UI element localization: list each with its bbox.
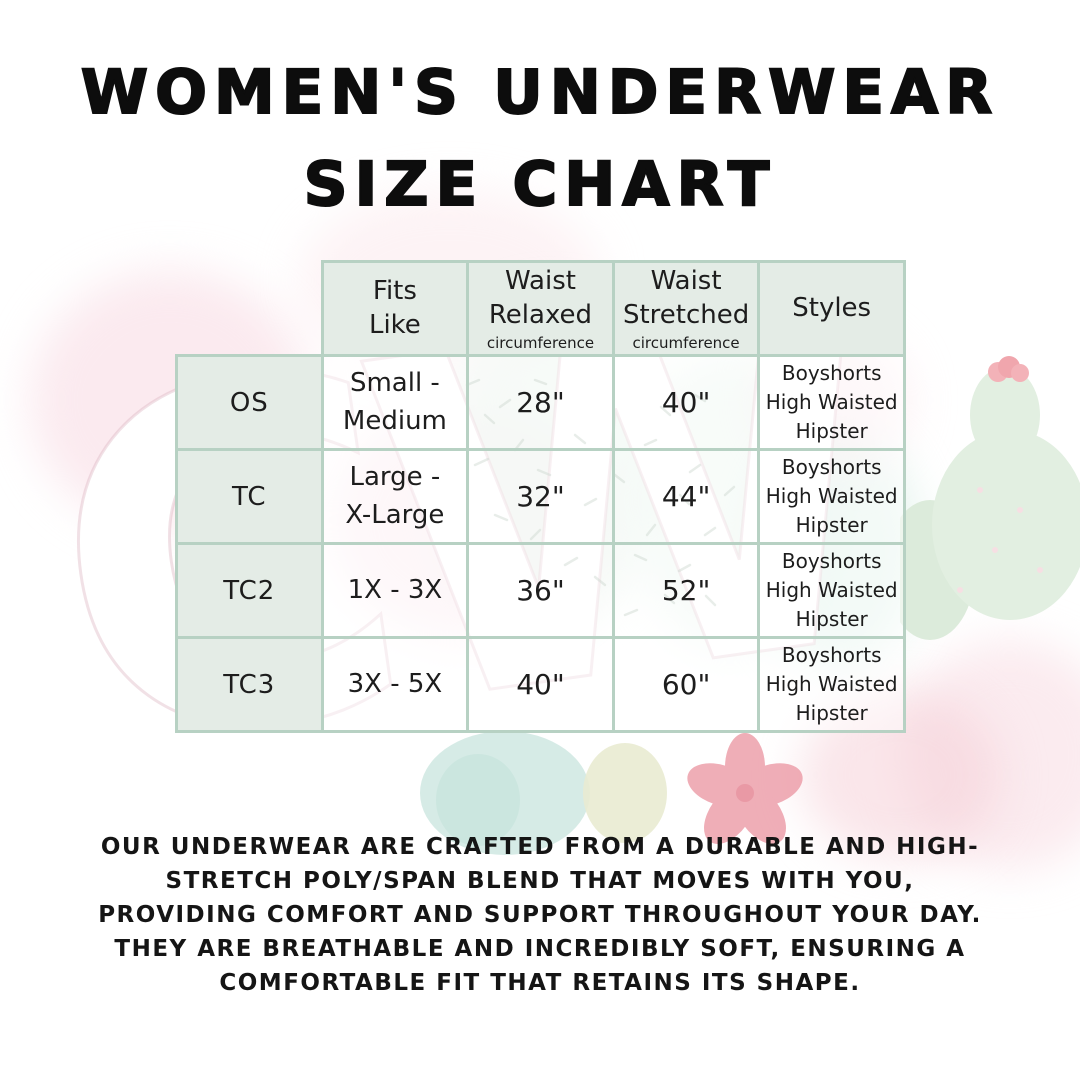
size-label: TC3 xyxy=(175,636,324,733)
description-line: PROVIDING COMFORT AND SUPPORT THROUGHOUT… xyxy=(98,902,982,928)
description-line: OUR UNDERWEAR ARE CRAFTED FROM A DURABLE… xyxy=(100,834,980,860)
header-waist-stretched: Waist Stretched circumference xyxy=(611,260,761,357)
waist-stretched-value: 44" xyxy=(611,448,761,545)
waist-relaxed-value: 28" xyxy=(466,354,615,451)
table-row-os: OS Small - Medium 28" 40" Boyshorts High… xyxy=(175,354,906,451)
fits-like-value: Large - X-Large xyxy=(320,448,470,545)
page-title-line2: SIZE CHART xyxy=(303,148,777,221)
product-description: OUR UNDERWEAR ARE CRAFTED FROM A DURABLE… xyxy=(0,830,1080,1000)
fits-like-value: 1X - 3X xyxy=(320,542,470,639)
fits-like-value: 3X - 5X xyxy=(320,636,470,733)
styles-value: Boyshorts High Waisted Hipster xyxy=(757,354,906,451)
styles-value: Boyshorts High Waisted Hipster xyxy=(757,636,906,733)
header-label: Styles xyxy=(792,292,872,323)
size-label: OS xyxy=(175,354,324,451)
description-line: STRETCH POLY/SPAN BLEND THAT MOVES WITH … xyxy=(165,868,915,894)
waist-relaxed-value: 36" xyxy=(466,542,615,639)
fits-like-value: Small - Medium xyxy=(320,354,470,451)
styles-value: Boyshorts High Waisted Hipster xyxy=(757,448,906,545)
cactus-illustration xyxy=(900,356,1080,640)
waist-stretched-value: 40" xyxy=(611,354,761,451)
header-label: Waist Relaxed xyxy=(488,266,593,331)
styles-value: Boyshorts High Waisted Hipster xyxy=(757,542,906,639)
waist-stretched-value: 60" xyxy=(611,636,761,733)
cactus-and-flower-illustration xyxy=(420,731,803,855)
page-title-line1: WOMEN'S UNDERWEAR xyxy=(80,56,1000,129)
page-title: WOMEN'S UNDERWEAR SIZE CHART xyxy=(0,47,1080,231)
header-subtext: circumference xyxy=(632,334,740,353)
description-line: COMFORTABLE FIT THAT RETAINS ITS SHAPE. xyxy=(219,970,861,996)
header-row: Fits Like Waist Relaxed circumference Wa… xyxy=(177,260,906,357)
table-row-tc3: TC3 3X - 5X 40" 60" Boyshorts High Waist… xyxy=(175,636,906,733)
empty-header-cell xyxy=(177,262,323,356)
header-fits-like: Fits Like xyxy=(320,260,470,357)
table-row-tc: TC Large - X-Large 32" 44" Boyshorts Hig… xyxy=(175,448,906,545)
description-line: THEY ARE BREATHABLE AND INCREDIBLY SOFT,… xyxy=(114,936,966,962)
waist-stretched-value: 52" xyxy=(611,542,761,639)
header-label: Waist Stretched xyxy=(622,266,750,331)
size-label: TC2 xyxy=(175,542,324,639)
waist-relaxed-value: 40" xyxy=(466,636,615,733)
header-label: Fits Like xyxy=(368,275,421,340)
header-waist-relaxed: Waist Relaxed circumference xyxy=(466,260,615,357)
header-subtext: circumference xyxy=(486,334,595,353)
header-styles: Styles xyxy=(757,260,906,357)
size-chart-table: Fits Like Waist Relaxed circumference Wa… xyxy=(175,260,906,733)
waist-relaxed-value: 32" xyxy=(466,448,615,545)
size-label: TC xyxy=(175,448,324,545)
table-row-tc2: TC2 1X - 3X 36" 52" Boyshorts High Waist… xyxy=(175,542,906,639)
